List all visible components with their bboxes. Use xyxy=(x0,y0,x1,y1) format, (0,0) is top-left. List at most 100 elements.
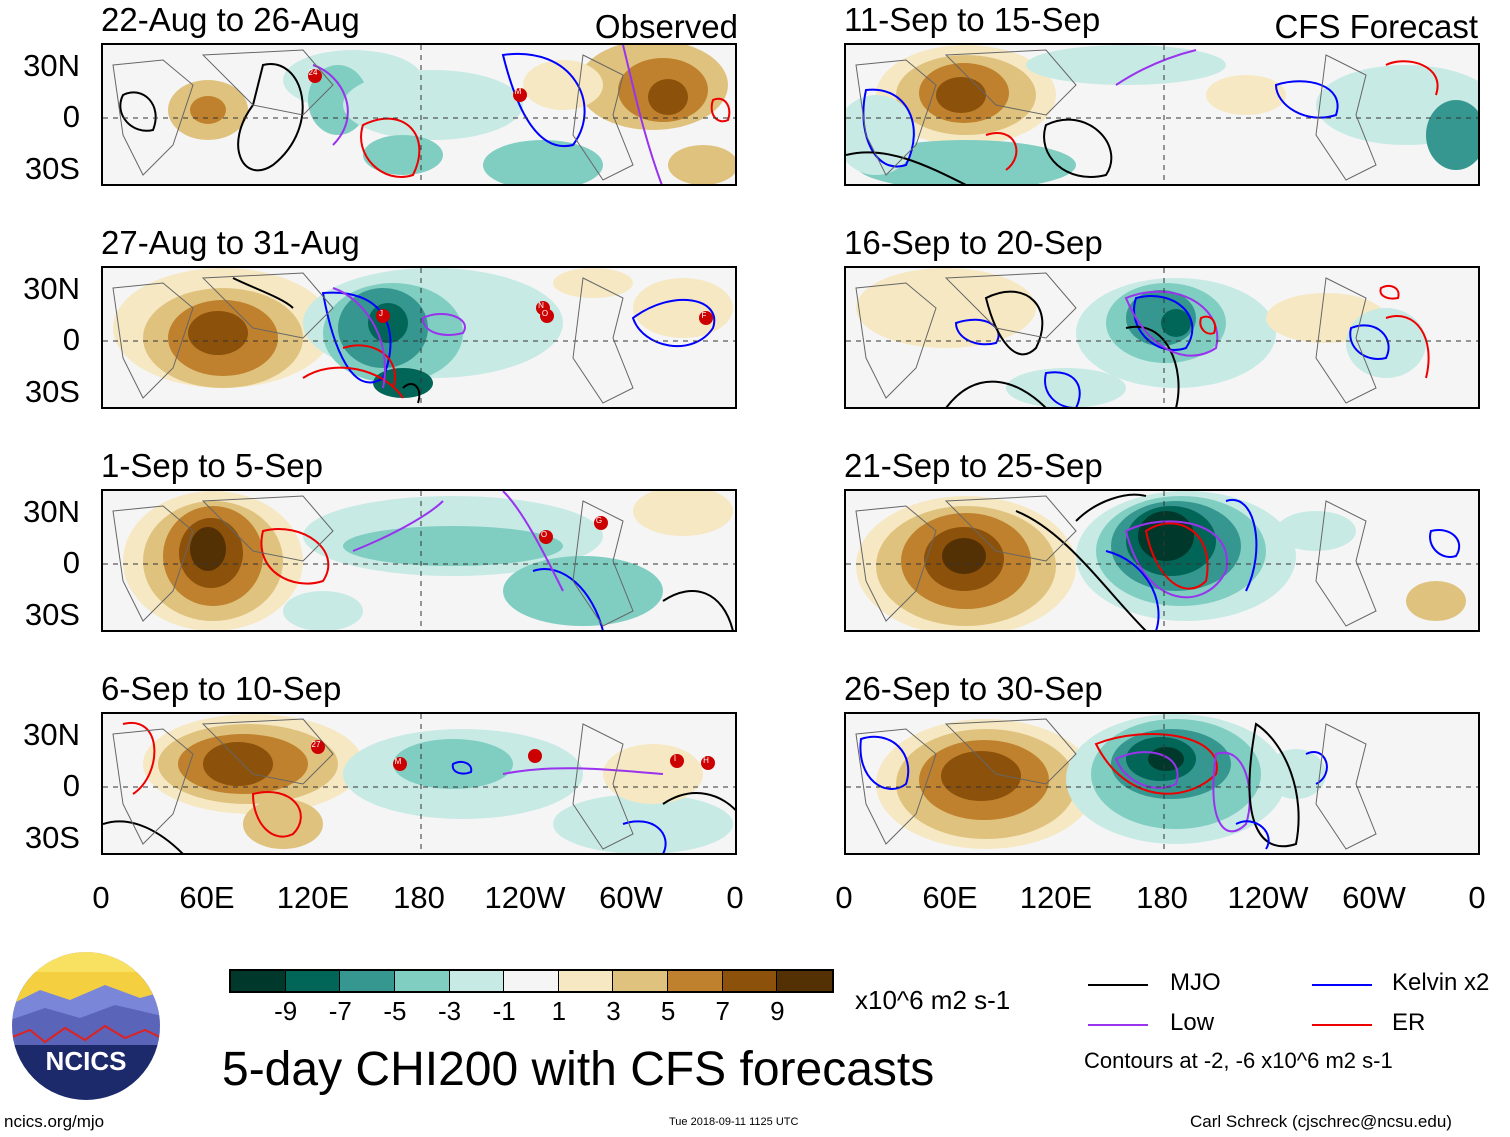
storm-marker xyxy=(594,516,608,530)
figure-title: 5-day CHI200 with CFS forecasts xyxy=(222,1043,935,1096)
map-panel xyxy=(844,712,1480,855)
colorbar-swatch xyxy=(449,971,505,991)
lat-label: 0 xyxy=(62,99,80,134)
logo-graphic xyxy=(10,950,162,1102)
map-graphic xyxy=(103,45,735,184)
lon-label: 0 xyxy=(92,880,110,915)
lon-label: 0 xyxy=(726,880,744,915)
storm-label: 24 xyxy=(308,68,318,77)
storm-label: N xyxy=(538,301,544,310)
storm-marker xyxy=(701,756,715,770)
storm-label: 27 xyxy=(311,740,321,749)
colorbar-tick-label: 3 xyxy=(606,996,621,1026)
legend-label-low: Low xyxy=(1170,1009,1215,1036)
lat-label: 30S xyxy=(24,597,80,632)
colorbar-tick-label: 9 xyxy=(770,996,785,1026)
footer-link[interactable]: ncics.org/mjo xyxy=(4,1112,105,1131)
storm-marker xyxy=(393,757,407,771)
panel-title: 6-Sep to 10-Sep xyxy=(101,670,342,707)
legend-note: Contours at -2, -6 x10^6 m2 s-1 xyxy=(1084,1048,1393,1073)
lon-label: 60W xyxy=(1342,880,1406,915)
panel-title: 27-Aug to 31-Aug xyxy=(101,224,360,261)
lon-label: 0 xyxy=(1468,880,1486,915)
lon-label: 60W xyxy=(599,880,663,915)
panel-title: 1-Sep to 5-Sep xyxy=(101,447,323,484)
colorbar-tick-label: -9 xyxy=(274,996,298,1026)
lat-label: 30S xyxy=(24,374,80,409)
map-graphic xyxy=(846,268,1478,407)
panel-title: 22-Aug to 26-Aug xyxy=(101,1,360,38)
lat-label: 0 xyxy=(62,545,80,580)
colorbar-tick-label: -7 xyxy=(328,996,352,1026)
panel-tag-observed: Observed xyxy=(594,8,738,45)
colorbar-tick-label: 7 xyxy=(715,996,730,1026)
map-panel xyxy=(844,43,1480,186)
storm-marker xyxy=(540,309,554,323)
legend-label-er: ER xyxy=(1392,1009,1426,1036)
footer-timestamp: Tue 2018-09-11 1125 UTC xyxy=(669,1116,799,1128)
storm-label: H xyxy=(703,756,709,765)
panel-title: 11-Sep to 15-Sep xyxy=(844,1,1101,38)
colorbar xyxy=(229,969,834,993)
colorbar-swatch xyxy=(613,971,669,991)
storm-label: G xyxy=(595,516,603,525)
colorbar-swatch xyxy=(504,971,559,991)
colorbar-units: x10^6 m2 s-1 xyxy=(855,985,1011,1015)
storm-label: F xyxy=(701,311,707,320)
lat-label: 30N xyxy=(23,717,80,752)
lon-label: 60E xyxy=(179,880,235,915)
colorbar-tick-label: -5 xyxy=(383,996,407,1026)
footer-credit: Carl Schreck (cjschrec@ncsu.edu) xyxy=(1190,1112,1452,1131)
colorbar-swatch xyxy=(668,971,723,991)
lat-label: 0 xyxy=(62,322,80,357)
map-graphic xyxy=(846,491,1478,630)
panel-title: 16-Sep to 20-Sep xyxy=(844,224,1103,261)
colorbar-tick-label: 5 xyxy=(660,996,676,1026)
map-panel xyxy=(844,266,1480,409)
colorbar-swatch xyxy=(394,971,450,991)
lon-label: 120E xyxy=(276,880,350,915)
map-graphic xyxy=(103,491,735,630)
map-panel xyxy=(101,266,737,409)
panel-title: 26-Sep to 30-Sep xyxy=(844,670,1103,707)
logo-text: NCICS xyxy=(45,1046,127,1076)
colorbar-tick-label: 1 xyxy=(551,996,567,1026)
panel-tag-forecast: CFS Forecast xyxy=(1274,8,1478,45)
ncics-logo: NCICS xyxy=(10,950,162,1102)
storm-marker xyxy=(539,530,553,544)
map-panel xyxy=(844,489,1480,632)
storm-label: M xyxy=(394,757,402,766)
map-panel xyxy=(101,43,737,186)
storm-marker xyxy=(308,69,322,83)
panel-title: 21-Sep to 25-Sep xyxy=(844,447,1103,484)
map-graphic xyxy=(846,45,1478,184)
lon-label: 180 xyxy=(1136,880,1188,915)
lat-label: 30N xyxy=(23,494,80,529)
map-graphic xyxy=(103,714,735,853)
storm-label: J xyxy=(379,309,383,318)
storm-label: O xyxy=(541,309,549,318)
storm-marker xyxy=(670,754,684,768)
lon-label: 120W xyxy=(484,880,566,915)
map-graphic xyxy=(846,714,1478,853)
legend-swatch-low xyxy=(1088,1024,1148,1026)
legend-label-kelvin: Kelvin x2 xyxy=(1392,969,1490,996)
legend-label-mjo: MJO xyxy=(1170,969,1221,996)
colorbar-tick-label: -3 xyxy=(437,996,462,1026)
lat-label: 0 xyxy=(62,768,80,803)
legend-swatch-er xyxy=(1312,1024,1372,1026)
storm-label: M xyxy=(514,87,522,96)
lat-label: 30N xyxy=(23,271,80,306)
lon-label: 180 xyxy=(393,880,445,915)
colorbar-swatch xyxy=(777,971,832,991)
map-panel xyxy=(101,489,737,632)
storm-marker xyxy=(311,740,325,754)
colorbar-tick-label: -1 xyxy=(492,996,516,1026)
map-graphic xyxy=(103,268,735,407)
storm-label: O xyxy=(540,530,548,539)
lon-label: 60E xyxy=(922,880,978,915)
map-panel xyxy=(101,712,737,855)
storm-marker xyxy=(699,311,713,325)
colorbar-swatch xyxy=(558,971,614,991)
lat-label: 30S xyxy=(24,151,80,186)
